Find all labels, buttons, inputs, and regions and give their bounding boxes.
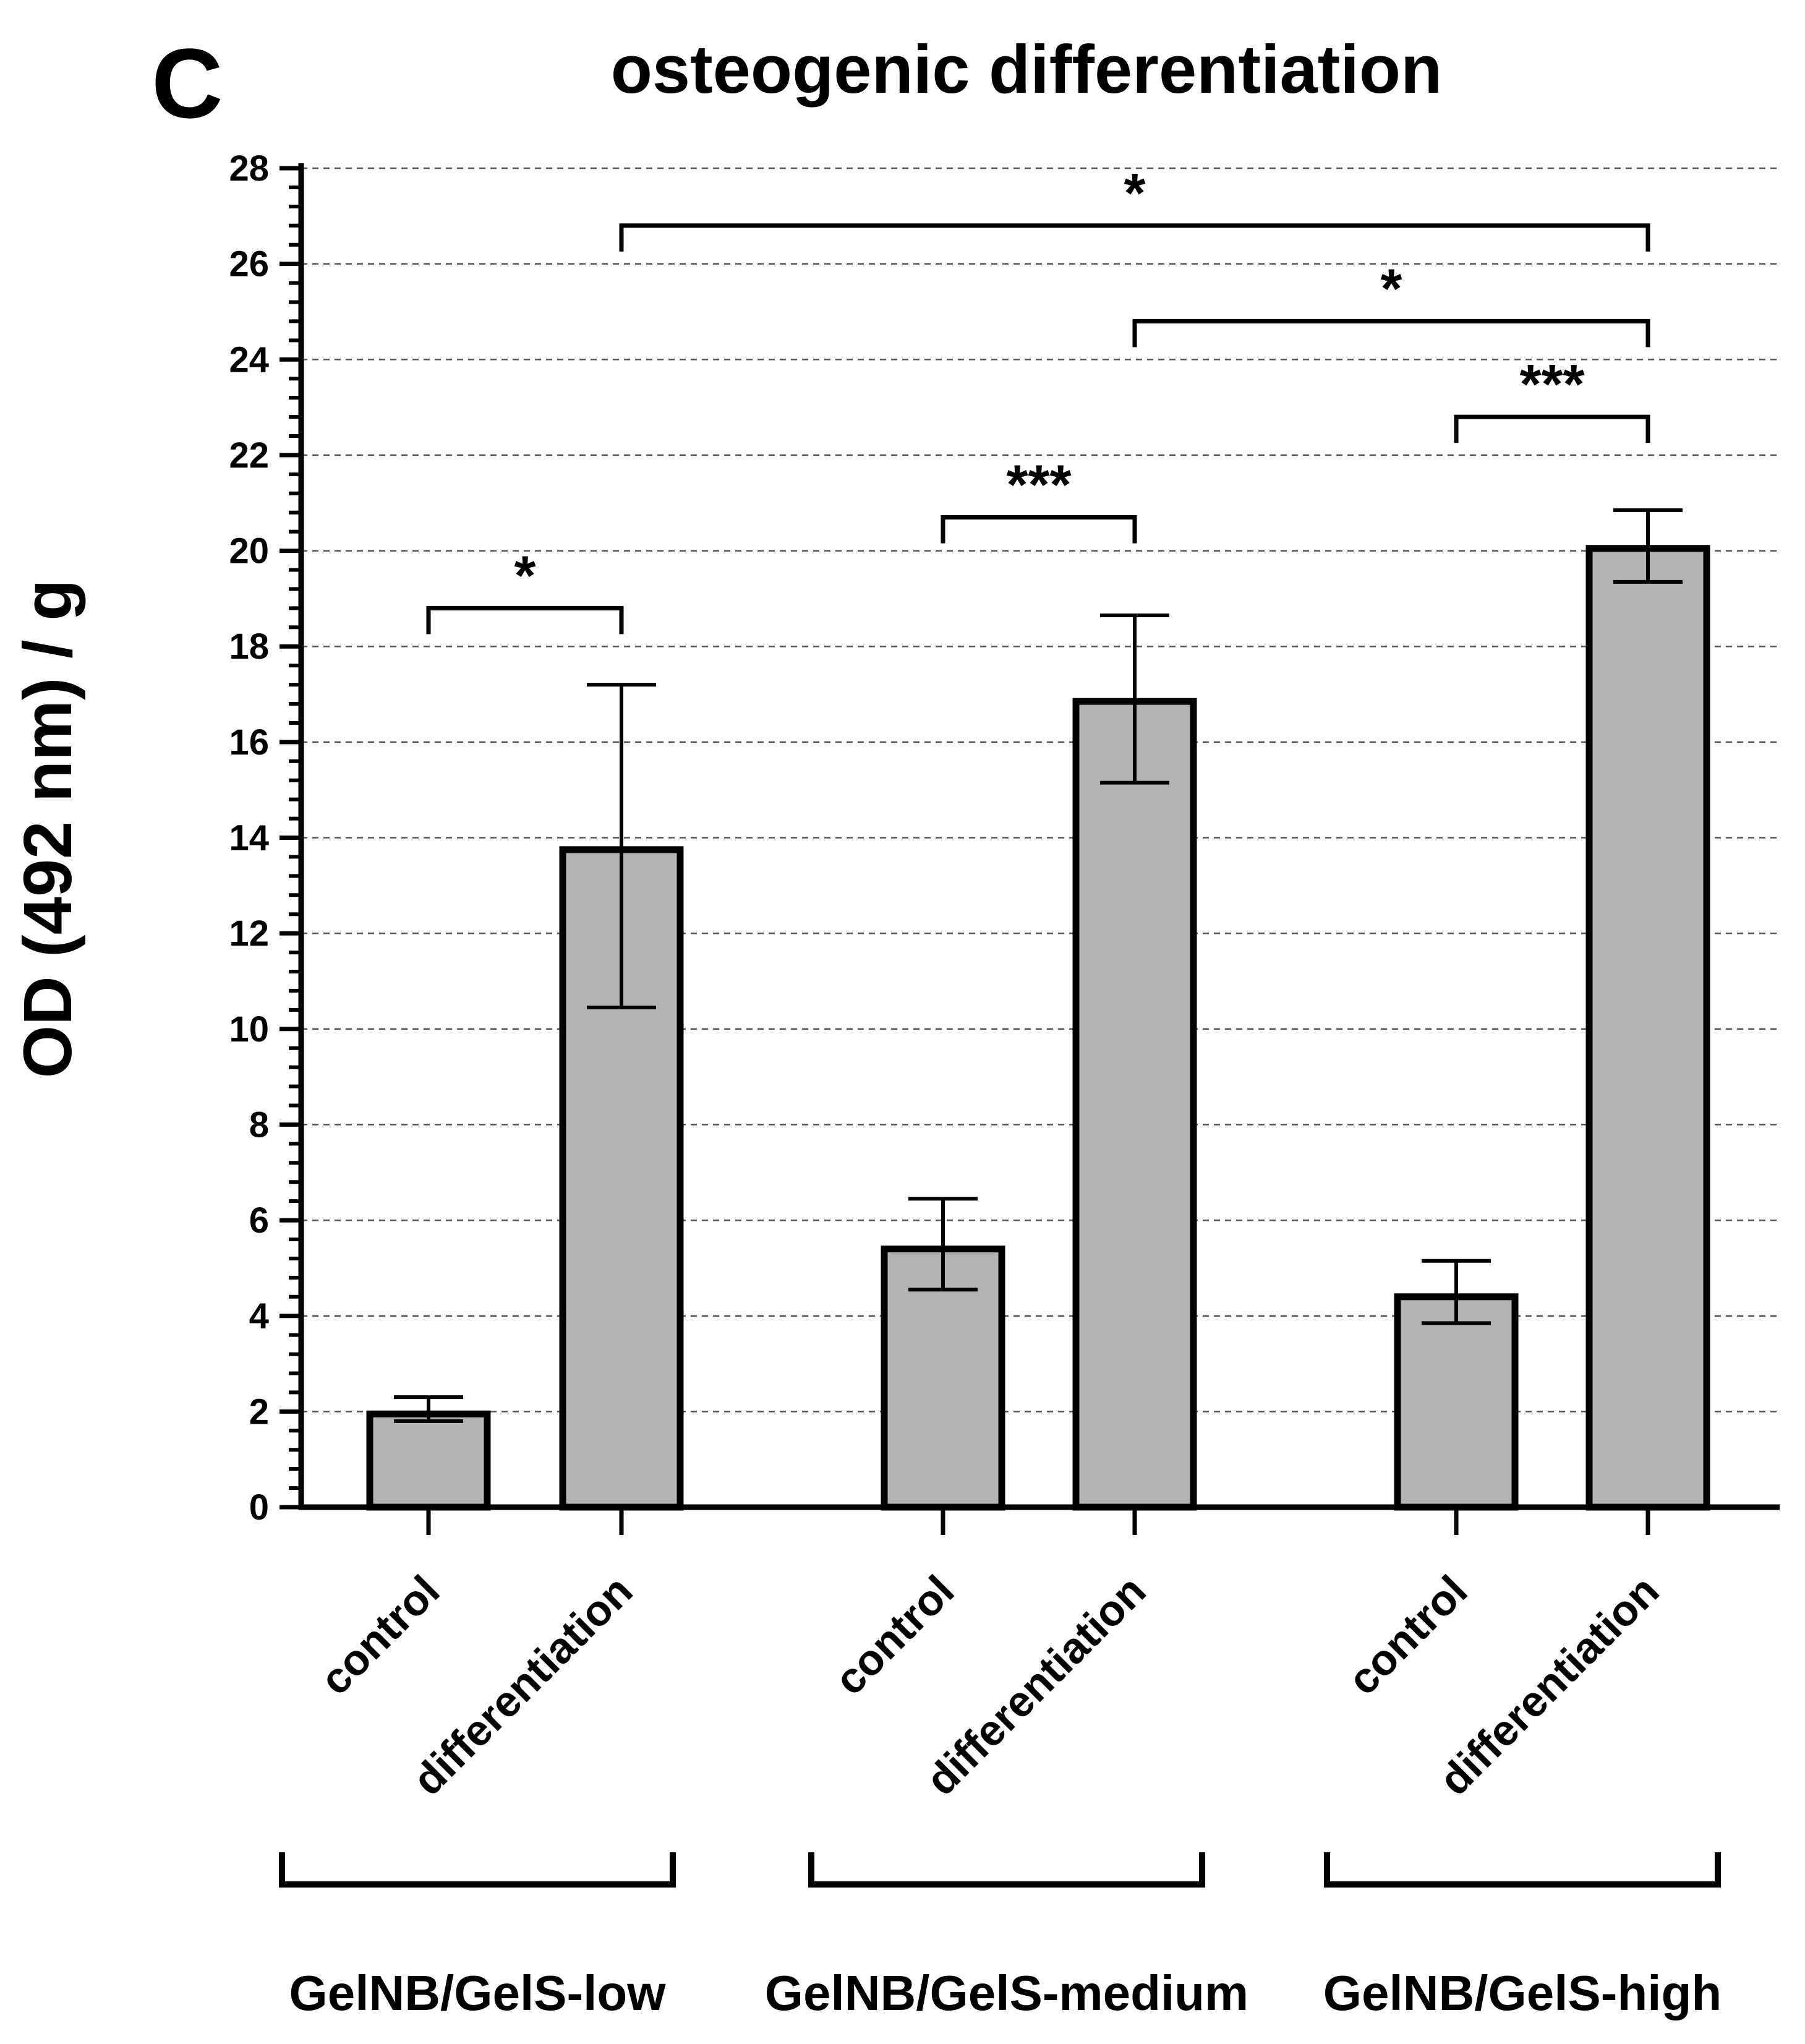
y-tick-label: 0: [249, 1487, 269, 1528]
x-tick-label: control: [1339, 1566, 1477, 1704]
y-tick-label: 16: [229, 722, 269, 763]
group-brackets: GelNB/GelS-low GelNB/GelS-medium GelNB/Gel…: [279, 1852, 1722, 2020]
significance-label: *: [514, 545, 536, 607]
chart-title: osteogenic differentiation: [611, 32, 1443, 108]
significance-bracket: [619, 223, 1650, 252]
group-label: GelNB/GelS-medium: [765, 1965, 1248, 2020]
bars: [366, 508, 1710, 1511]
y-tick-label: 26: [229, 244, 269, 284]
y-tick-label: 18: [229, 626, 269, 667]
significance-label: ***: [1006, 454, 1071, 516]
bar-0: [366, 1410, 491, 1511]
group-bracket: [279, 1852, 676, 1888]
x-tick-label: control: [311, 1566, 449, 1704]
significance-bracket: [1454, 414, 1650, 443]
y-tick-label: 6: [249, 1200, 269, 1241]
significance-label: ***: [1519, 354, 1584, 416]
y-tick-label: 10: [229, 1009, 269, 1050]
group-label: GelNB/GelS-high: [1323, 1965, 1722, 2020]
significance-label: *: [1124, 163, 1145, 224]
significance-bracket: [941, 515, 1137, 544]
group-label: GelNB/GelS-low: [289, 1965, 667, 2020]
bar-4: [1394, 1293, 1519, 1511]
y-tick-label: 28: [229, 148, 269, 189]
bar-3: [1072, 698, 1197, 1511]
x-tick-label: control: [826, 1566, 963, 1704]
y-tick-label: 8: [249, 1105, 269, 1145]
y-tick-label: 14: [229, 818, 269, 858]
significance-label: *: [1380, 258, 1402, 320]
bar-5: [1585, 545, 1710, 1511]
y-tick-label: 20: [229, 531, 269, 571]
y-tick-label: 4: [249, 1296, 269, 1336]
gridlines: [301, 167, 1780, 1413]
y-tick-label: 24: [229, 340, 269, 380]
bar-2: [881, 1245, 1005, 1511]
significance-brackets: *********: [426, 163, 1650, 635]
significance-bracket: [1132, 319, 1650, 348]
y-tick-label: 22: [229, 435, 269, 476]
y-tick-label: 2: [249, 1392, 269, 1432]
y-axis-label: OD (492 nm) / g: [10, 579, 86, 1079]
panel-letter: C: [151, 28, 223, 139]
group-bracket: [808, 1852, 1205, 1888]
significance-bracket: [426, 605, 624, 635]
group-bracket: [1324, 1852, 1721, 1888]
y-tick-label: 12: [229, 913, 269, 954]
